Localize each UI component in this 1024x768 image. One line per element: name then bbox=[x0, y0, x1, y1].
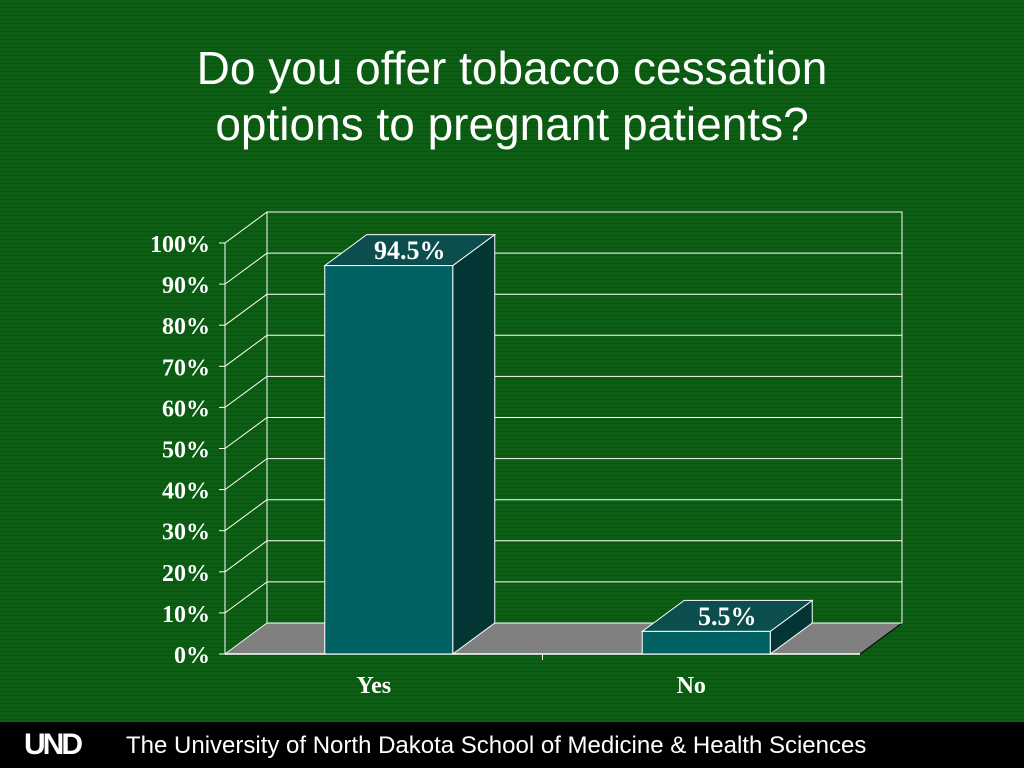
slide-title: Do you offer tobacco cessation options t… bbox=[0, 40, 1024, 152]
data-label: 94.5% bbox=[374, 236, 446, 265]
y-tick-label: 100% bbox=[150, 232, 210, 258]
side-wall-gridline bbox=[224, 458, 268, 491]
bar-side bbox=[452, 233, 496, 655]
x-category-label: No bbox=[677, 673, 706, 699]
gridlines bbox=[219, 211, 903, 660]
y-tick-label: 70% bbox=[162, 355, 210, 381]
side-wall-gridline bbox=[224, 417, 268, 449]
y-tick-label: 50% bbox=[162, 438, 210, 464]
y-tick-label: 40% bbox=[162, 479, 210, 505]
side-wall-gridline bbox=[224, 540, 268, 573]
x-category-label: Yes bbox=[356, 673, 391, 699]
side-wall-gridline bbox=[224, 581, 268, 614]
bars bbox=[323, 233, 814, 655]
side-wall-gridline bbox=[224, 375, 268, 408]
und-logo: UND bbox=[24, 728, 83, 761]
title-line-1: Do you offer tobacco cessation bbox=[196, 42, 828, 94]
y-tick-label: 80% bbox=[162, 314, 210, 340]
y-tick-label: 10% bbox=[162, 602, 210, 628]
y-tick-label: 20% bbox=[162, 561, 210, 587]
side-wall-gridline bbox=[224, 293, 268, 326]
data-label: 5.5% bbox=[698, 602, 757, 631]
y-tick-label: 60% bbox=[162, 396, 210, 422]
side-wall-gridline bbox=[224, 622, 268, 655]
y-tick-label: 0% bbox=[174, 643, 210, 669]
side-wall-gridline bbox=[224, 334, 268, 367]
side-wall-gridline bbox=[224, 499, 268, 532]
bar-chart: 0% 10% 20% 30% 40% 50% 60% 70% 80% 90% 100% 94.5% Ye… bbox=[150, 211, 904, 699]
y-tick-label: 30% bbox=[162, 520, 210, 546]
side-wall-gridline bbox=[224, 252, 268, 285]
bar-yes bbox=[324, 265, 454, 655]
title-line-2: options to pregnant patients? bbox=[215, 98, 809, 150]
bar-no bbox=[641, 630, 771, 655]
footer-bar: UND The University of North Dakota Schoo… bbox=[0, 722, 1024, 768]
footer-institution-text: The University of North Dakota School of… bbox=[126, 732, 867, 759]
y-tick-label: 90% bbox=[162, 273, 210, 299]
side-wall-gridline bbox=[224, 211, 268, 244]
logo-text: UND bbox=[24, 728, 83, 761]
chart-labels: 0% 10% 20% 30% 40% 50% 60% 70% 80% 90% 100% 94.5% Ye… bbox=[150, 232, 757, 699]
